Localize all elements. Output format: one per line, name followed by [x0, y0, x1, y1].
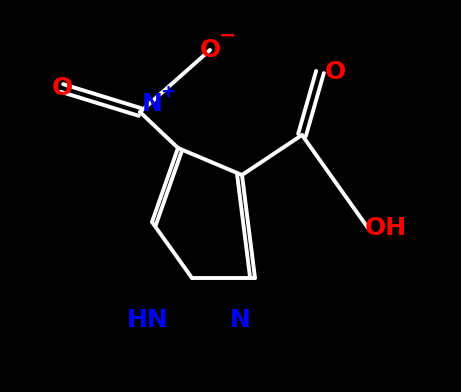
Text: OH: OH — [365, 216, 407, 240]
Text: +: + — [160, 83, 176, 101]
Text: N: N — [230, 308, 250, 332]
Text: O: O — [325, 60, 346, 84]
Text: O: O — [51, 76, 73, 100]
Text: N: N — [142, 92, 162, 116]
Text: HN: HN — [127, 308, 169, 332]
Text: −: − — [219, 26, 237, 46]
Text: O: O — [199, 38, 221, 62]
